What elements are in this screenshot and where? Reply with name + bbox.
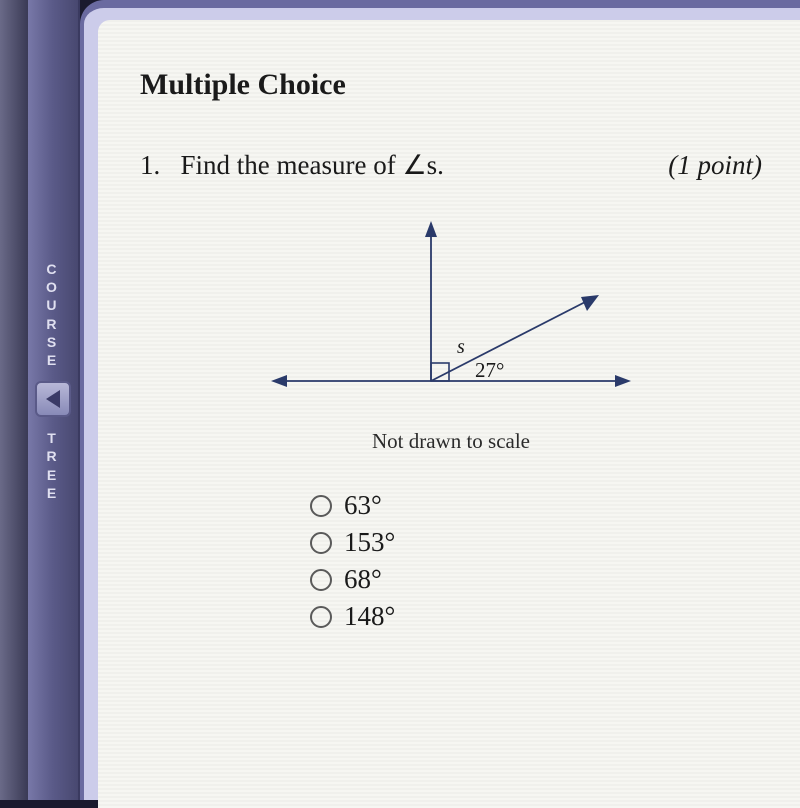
chevron-left-icon [46, 390, 60, 408]
option-label: 63° [344, 490, 382, 521]
points-label: (1 point) [668, 150, 762, 181]
question-text: Find the measure of ∠s. [181, 150, 444, 180]
angle-s-label: s [457, 336, 465, 358]
question-panel: Multiple Choice 1. Find the measure of ∠… [98, 20, 800, 808]
option-b[interactable]: 153° [310, 527, 762, 558]
option-a[interactable]: 63° [310, 490, 762, 521]
radio-icon [310, 532, 332, 554]
window-frame-edge [0, 0, 28, 800]
arrow-diag-icon [581, 295, 599, 311]
radio-icon [310, 606, 332, 628]
arrow-right-icon [615, 375, 631, 387]
course-sidebar-rail: COURSE TREE [28, 0, 80, 800]
option-label: 153° [344, 527, 395, 558]
option-c[interactable]: 68° [310, 564, 762, 595]
sidebar-collapse-button[interactable] [35, 381, 71, 417]
question-row: 1. Find the measure of ∠s. (1 point) [140, 150, 762, 181]
answer-options: 63° 153° 68° 148° [310, 490, 762, 632]
diagonal-ray [431, 299, 591, 381]
sidebar-tree-letters: TREE [46, 430, 59, 501]
diagram-container: s 27° [140, 211, 762, 421]
given-angle-label: 27° [475, 358, 504, 382]
section-heading: Multiple Choice [140, 68, 762, 102]
right-angle-marker [431, 363, 449, 381]
diagram-caption: Not drawn to scale [140, 429, 762, 454]
radio-icon [310, 495, 332, 517]
arrow-left-icon [271, 375, 287, 387]
question-text-wrap: 1. Find the measure of ∠s. [140, 150, 444, 181]
sidebar-course-letters: COURSE [46, 261, 60, 368]
radio-icon [310, 569, 332, 591]
sidebar-label-tree: TREE [46, 429, 59, 502]
content-frame: Multiple Choice 1. Find the measure of ∠… [80, 0, 800, 800]
arrow-up-icon [425, 221, 437, 237]
sidebar-label-course: COURSE [46, 260, 60, 369]
question-number: 1. [140, 150, 160, 180]
option-label: 148° [344, 601, 395, 632]
option-label: 68° [344, 564, 382, 595]
angle-diagram: s 27° [261, 211, 641, 421]
option-d[interactable]: 148° [310, 601, 762, 632]
